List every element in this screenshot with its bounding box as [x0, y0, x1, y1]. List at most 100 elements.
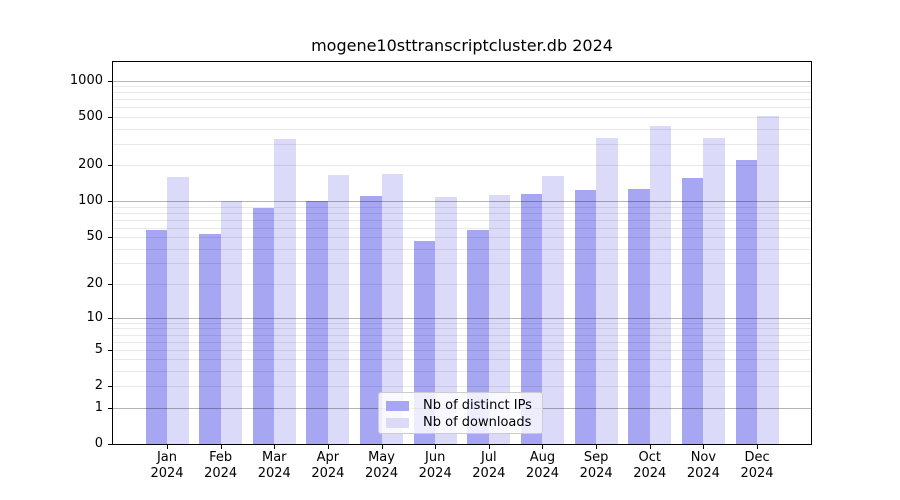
bar-downloads-mar — [274, 138, 296, 444]
x-axis-tick-label-may: May 2024 — [365, 450, 399, 481]
bar-distinct-ips-aug — [520, 194, 543, 444]
x-tick-mark — [220, 445, 222, 449]
bar-downloads-apr — [327, 175, 350, 444]
bar-distinct-ips-oct — [628, 189, 650, 444]
y-axis-tick-label: 20 — [86, 275, 103, 291]
x-axis-tick-label-sep: Sep 2024 — [579, 450, 613, 481]
gridline-minor — [113, 263, 811, 265]
y-tick-mark — [108, 386, 113, 388]
gridline-minor — [113, 334, 811, 336]
gridline-major — [113, 201, 811, 203]
gridline-minor — [113, 128, 811, 130]
bar-distinct-ips-nov — [681, 177, 704, 444]
gridline-minor — [113, 349, 811, 351]
bar-distinct-ips-mar — [252, 207, 275, 444]
y-axis-tick-label: 200 — [78, 157, 103, 173]
gridline-minor — [113, 248, 811, 250]
gridline-minor — [113, 227, 811, 229]
x-tick-mark — [327, 445, 329, 449]
y-axis-tick-label: 100 — [78, 193, 103, 209]
gridline-minor — [113, 212, 811, 214]
bar-distinct-ips-may — [360, 195, 382, 444]
gridline-minor — [113, 143, 811, 145]
y-tick-mark — [108, 165, 113, 167]
y-tick-mark — [108, 444, 113, 445]
bar-downloads-may — [381, 173, 404, 444]
gridline-minor — [113, 341, 811, 343]
bar-downloads-feb — [220, 201, 243, 444]
bar-distinct-ips-dec — [735, 160, 758, 444]
legend-item-distinct-ips: Nb of distinct IPs — [386, 398, 542, 414]
gridline-minor — [113, 237, 811, 239]
legend: Nb of distinct IPs Nb of downloads — [378, 392, 543, 434]
y-tick-mark — [108, 117, 113, 119]
y-tick-mark — [108, 317, 113, 319]
gridline-minor — [113, 86, 811, 88]
gridline-minor — [113, 322, 811, 324]
y-tick-mark — [108, 201, 113, 203]
plot-area: Nb of distinct IPs Nb of downloads — [112, 61, 812, 445]
x-tick-mark — [703, 445, 705, 449]
x-tick-mark — [381, 445, 383, 449]
bar-downloads-sep — [596, 138, 618, 444]
y-tick-mark — [108, 349, 113, 351]
gridline-minor — [113, 107, 811, 109]
y-axis-tick-label: 1 — [94, 399, 103, 415]
chart-title: mogene10sttranscriptcluster.db 2024 — [311, 36, 613, 55]
legend-label-downloads: Nb of downloads — [423, 415, 532, 430]
y-axis-tick-label: 500 — [78, 109, 103, 125]
x-axis-tick-label-feb: Feb 2024 — [204, 450, 238, 481]
legend-swatch-distinct-ips — [386, 401, 409, 411]
x-tick-mark — [488, 445, 490, 449]
bar-distinct-ips-jan — [145, 229, 167, 444]
x-axis-tick-label-jan: Jan 2024 — [150, 450, 184, 481]
gridline-minor — [113, 219, 811, 221]
gridline-minor — [113, 165, 811, 167]
y-axis-tick-label: 10 — [86, 309, 103, 325]
bar-downloads-oct — [649, 125, 672, 444]
gridline-minor — [113, 386, 811, 388]
y-tick-mark — [108, 80, 113, 82]
y-axis-tick-label: 5 — [94, 341, 103, 357]
x-tick-mark — [596, 445, 598, 449]
x-tick-mark — [649, 445, 651, 449]
legend-label-distinct-ips: Nb of distinct IPs — [423, 398, 532, 413]
gridline-minor — [113, 283, 811, 285]
x-axis-tick-label-dec: Dec 2024 — [740, 450, 774, 481]
x-tick-mark — [542, 445, 544, 449]
y-axis-tick-label: 1000 — [69, 72, 103, 88]
y-tick-mark — [108, 237, 113, 239]
gridline-minor — [113, 371, 811, 373]
bar-downloads-aug — [542, 176, 564, 444]
bar-distinct-ips-jul — [467, 229, 489, 444]
x-tick-mark — [757, 445, 759, 449]
x-tick-mark — [274, 445, 276, 449]
gridline-minor — [113, 99, 811, 101]
legend-swatch-downloads — [386, 418, 409, 428]
gridline-major — [113, 317, 811, 319]
bar-distinct-ips-apr — [306, 201, 328, 444]
bar-downloads-jun — [435, 197, 457, 444]
x-axis-tick-label-nov: Nov 2024 — [686, 450, 720, 481]
y-tick-mark — [108, 283, 113, 285]
x-axis-tick-label-oct: Oct 2024 — [633, 450, 667, 481]
bar-distinct-ips-sep — [574, 190, 597, 444]
gridline-minor — [113, 92, 811, 94]
x-axis-tick-label-jul: Jul 2024 — [472, 450, 506, 481]
gridline-minor — [113, 328, 811, 330]
bar-distinct-ips-feb — [199, 234, 221, 444]
bar-downloads-jul — [488, 194, 511, 444]
x-axis-tick-label-aug: Aug 2024 — [525, 450, 560, 481]
y-tick-mark — [108, 407, 113, 409]
gridline-minor — [113, 117, 811, 119]
y-axis-tick-label: 50 — [86, 229, 103, 245]
x-tick-mark — [435, 445, 437, 449]
bar-downloads-dec — [757, 116, 779, 444]
gridline-major — [113, 80, 811, 82]
gridline-minor — [113, 206, 811, 208]
legend-item-downloads: Nb of downloads — [386, 415, 542, 431]
x-axis-tick-label-mar: Mar 2024 — [257, 450, 291, 481]
x-axis-tick-label-apr: Apr 2024 — [311, 450, 345, 481]
gridline-minor — [113, 359, 811, 361]
